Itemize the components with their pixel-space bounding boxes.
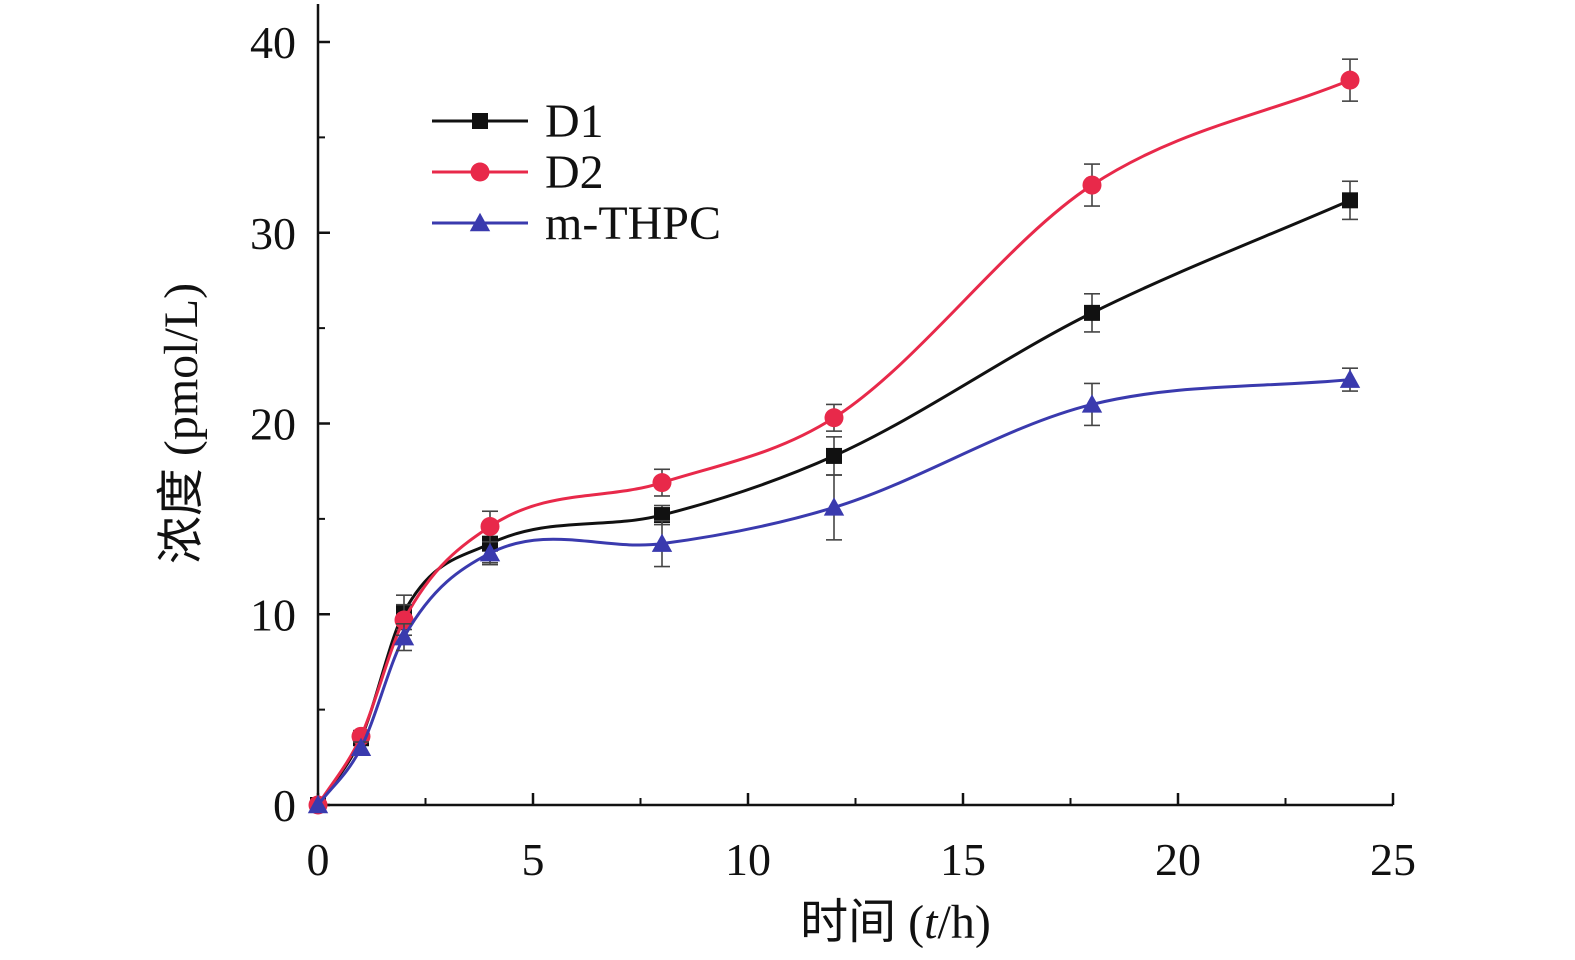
x-tick-label: 25 [1370,834,1416,885]
data-point-m-THPC [1339,369,1361,388]
data-point-m-THPC [479,543,501,562]
data-point-D1 [654,507,670,524]
legend-label: m-THPC [545,197,721,250]
series-layer [307,58,1361,815]
y-tick-label: 20 [250,399,296,450]
y-axis-title: 浓度 (pmol/L) [155,283,208,564]
data-point-m-THPC [350,737,372,756]
x-axis-title-suffix: /h) [938,896,991,949]
legend-marker [472,113,488,129]
data-point-D2 [394,610,414,630]
x-tick-label: 0 [307,834,330,885]
x-tick-label: 15 [940,834,986,885]
data-point-D2 [652,473,672,493]
y-tick-label: 0 [273,780,296,831]
y-tick-label: 30 [250,208,296,259]
data-point-m-THPC [307,794,329,814]
x-axis-title-variable: t [924,896,939,949]
series-m-THPC [307,367,1361,814]
data-point-m-THPC [823,497,845,516]
legend-item-m-THPC: m-THPC [432,197,721,250]
legend-label: D1 [545,95,604,148]
data-point-D1 [1342,192,1358,209]
data-point-D2 [824,408,844,428]
legend-item-D1: D1 [432,95,604,148]
legend-item-D2: D2 [432,146,604,199]
legend-label: D2 [545,146,604,199]
x-axis-title: 时间 (t/h) [800,896,991,949]
y-tick-label: 10 [250,589,296,640]
data-point-D2 [1082,175,1102,195]
data-point-m-THPC [1081,394,1103,413]
legend-marker [470,162,490,182]
data-point-D2 [480,517,500,537]
axis-ticks: 0 5 10 15 20 25 0 10 20 30 40 [250,17,1416,885]
x-axis-title-prefix: 时间 ( [800,896,924,949]
data-point-D2 [1340,70,1360,90]
data-point-m-THPC [651,533,673,552]
data-point-m-THPC [393,626,415,646]
x-tick-label: 20 [1155,834,1201,885]
legend-marker [469,212,491,232]
y-tick-label: 40 [250,17,296,68]
x-tick-label: 10 [725,834,771,885]
data-point-D1 [826,447,842,464]
data-point-D1 [1084,304,1100,321]
x-tick-label: 5 [522,834,545,885]
